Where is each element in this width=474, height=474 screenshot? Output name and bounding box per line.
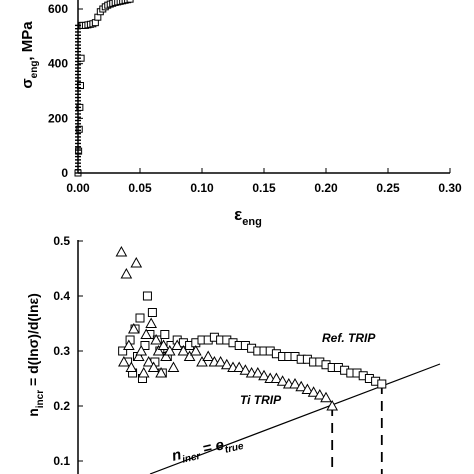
ref-trip-point — [142, 291, 152, 301]
top-y-tick-label: 600 — [48, 2, 68, 16]
n-incr-equals-e-true-label: nincr = etrue — [170, 432, 245, 468]
ti-trip-point — [147, 361, 160, 372]
bottom-y-tick-label: 0.2 — [53, 399, 70, 413]
ti-trip-point — [320, 391, 332, 403]
drop-lines — [331, 384, 383, 474]
ti-trip-point — [137, 366, 150, 378]
ti-trip-point — [276, 375, 289, 386]
top-x-tick-label: 0.15 — [252, 181, 276, 195]
ref-trip-point — [135, 313, 145, 323]
ti-trip-label: Ti TRIP — [240, 393, 282, 407]
ref-trip-point — [147, 308, 157, 317]
n-incr-equals-e-true-line — [149, 363, 441, 474]
top-y-ticks: 0 200 400 600 — [48, 2, 83, 180]
top-y-tick-label: 0 — [61, 166, 68, 180]
ti-trip-point — [120, 267, 133, 279]
ti-trip-point — [270, 372, 283, 383]
ti-trip-point — [295, 380, 308, 392]
ti-trip-point — [140, 328, 153, 339]
top-x-axis-label: εeng — [234, 205, 262, 228]
ti-trip-point — [157, 339, 170, 350]
ti-trip-point — [150, 333, 162, 345]
ref-trip-point — [118, 346, 128, 356]
ti-trip-point — [233, 361, 246, 372]
ti-trip-point — [183, 350, 196, 361]
ti-trip-point — [145, 317, 158, 328]
top-y-tick-label: 400 — [48, 57, 68, 71]
top-x-tick-label: 0.30 — [438, 181, 462, 195]
top-x-tick-label: 0.25 — [376, 181, 400, 195]
ti-trip-point — [152, 344, 165, 356]
ti-trip-point — [289, 377, 301, 389]
top-x-tick-label: 0.05 — [128, 181, 152, 195]
ti-trip-point — [239, 364, 252, 375]
ti-trip-point — [258, 369, 270, 381]
ti-trip-point — [214, 355, 227, 367]
ti-trip-point — [125, 361, 138, 372]
top-x-tick-label: 0.20 — [314, 181, 338, 195]
top-x-ticks: 0.00 0.05 0.10 0.15 0.20 0.25 0.30 — [66, 168, 462, 195]
ti-trip-point — [127, 322, 140, 334]
top-x-tick-label: 0.10 — [190, 181, 214, 195]
ti-trip-point — [307, 386, 320, 397]
bottom-y-tick-label: 0.3 — [53, 344, 70, 358]
ti-trip-point — [115, 245, 128, 257]
ti-trip-point — [118, 355, 130, 367]
ref-trip-point — [377, 379, 387, 389]
ti-trip-point — [155, 366, 167, 378]
stress-strain-point — [75, 125, 83, 133]
bottom-y-axis-label: nincr = d(lnσ)/d(lnε) — [25, 293, 46, 417]
bottom-y-tick-label: 0.4 — [53, 289, 70, 303]
ti-trip-point — [301, 383, 314, 394]
ti-trip-point — [326, 399, 339, 411]
ti-trip-point — [135, 344, 148, 356]
n-incr-panel: 0.1 0.2 0.3 0.4 0.5 nincr = d(lnσ)/d(lnε) Re… — [25, 234, 441, 474]
ti-trip-point — [142, 355, 155, 367]
n-incr-marks — [115, 245, 387, 411]
ti-trip-point — [171, 339, 184, 350]
ti-trip-point — [130, 256, 143, 268]
ref-trip-label: Ref. TRIP — [322, 331, 376, 345]
stress-strain-point — [126, 0, 134, 3]
stress-strain-panel: 0.00 0.05 0.10 0.15 0.20 0.25 0.30 0200400600 … — [19, 0, 462, 228]
bottom-y-tick-label: 0.5 — [53, 234, 70, 248]
ti-trip-point — [132, 350, 145, 361]
top-y-tick-label: 200 — [48, 111, 68, 125]
ti-trip-point — [313, 388, 326, 400]
ti-trip-point — [202, 350, 215, 361]
ti-trip-point — [160, 350, 172, 361]
ti-trip-point — [177, 344, 190, 356]
ti-trip-point — [196, 355, 208, 367]
stress-strain-marks — [74, 0, 134, 177]
ref-trip-point — [160, 330, 170, 339]
ti-trip-point — [167, 361, 180, 372]
ti-trip-point — [189, 344, 202, 356]
ti-trip-point — [122, 339, 135, 350]
ti-trip-point — [251, 366, 264, 378]
ti-trip-point — [163, 344, 176, 356]
top-x-tick-label: 0.00 — [66, 181, 90, 195]
bottom-y-tick-label: 0.1 — [53, 454, 70, 468]
ti-trip-point — [220, 358, 233, 370]
top-y-axis-label: σeng, MPa — [19, 21, 40, 89]
bottom-y-ticks: 0.1 0.2 0.3 0.4 0.5 — [53, 234, 83, 468]
